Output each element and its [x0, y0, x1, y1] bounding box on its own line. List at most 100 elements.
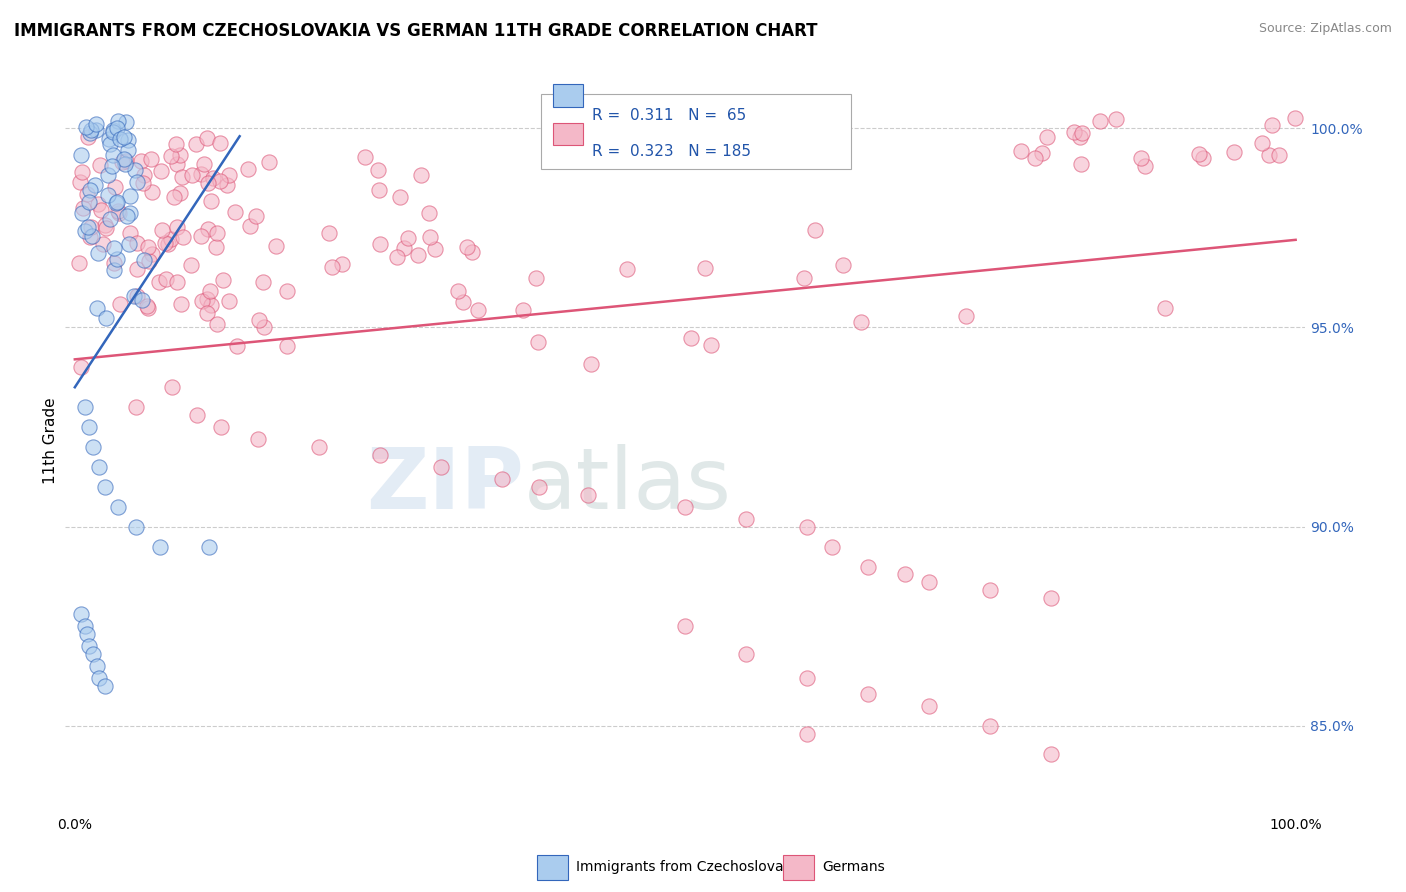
Point — [80, 220, 103, 235]
Point — [127, 288, 149, 302]
Point — [155, 272, 177, 286]
Point — [76, 130, 98, 145]
Point — [94, 480, 117, 494]
Point — [218, 168, 240, 182]
Point — [1135, 159, 1157, 173]
Point — [101, 125, 124, 139]
Point — [1260, 118, 1282, 132]
Point — [94, 219, 117, 233]
Point — [394, 241, 416, 255]
Point — [197, 222, 219, 236]
Point — [368, 448, 391, 462]
Point — [150, 223, 173, 237]
Point — [77, 195, 100, 210]
Point — [264, 239, 287, 253]
Point — [858, 559, 880, 574]
Point — [318, 227, 340, 241]
Point — [735, 512, 758, 526]
Point — [353, 150, 375, 164]
Point — [195, 292, 218, 306]
Point — [115, 114, 138, 128]
Point — [98, 137, 121, 152]
Point — [1031, 146, 1053, 161]
Point — [165, 136, 187, 151]
Point — [276, 285, 298, 299]
Point — [107, 500, 129, 514]
Point — [681, 330, 703, 344]
Point — [1010, 144, 1032, 158]
Point — [138, 240, 160, 254]
Point — [117, 143, 139, 157]
Point — [87, 245, 110, 260]
Point — [193, 156, 215, 170]
Point — [1040, 747, 1063, 761]
Point — [131, 177, 153, 191]
Text: Immigrants from Czechoslovakia: Immigrants from Czechoslovakia — [576, 860, 804, 874]
Point — [796, 671, 818, 685]
Point — [104, 179, 127, 194]
Point — [79, 229, 101, 244]
Point — [86, 301, 108, 315]
Point — [200, 194, 222, 208]
Point — [156, 236, 179, 251]
Point — [419, 229, 441, 244]
Point — [456, 240, 478, 254]
Point — [138, 254, 160, 268]
Point — [979, 719, 1001, 733]
Point — [125, 400, 148, 414]
Point — [87, 197, 110, 211]
Point — [118, 237, 141, 252]
Point — [125, 235, 148, 250]
Point — [163, 190, 186, 204]
Point — [125, 262, 148, 277]
Point — [209, 420, 232, 434]
Point — [430, 459, 453, 474]
Point — [108, 205, 131, 219]
Point — [80, 123, 103, 137]
Point — [1069, 129, 1091, 144]
Point — [117, 209, 139, 223]
Point — [107, 113, 129, 128]
Point — [796, 727, 818, 741]
Point — [205, 317, 228, 331]
Point — [330, 258, 353, 272]
Point — [1088, 114, 1111, 128]
Point — [524, 270, 547, 285]
Point — [239, 219, 262, 233]
Point — [451, 294, 474, 309]
Point — [127, 175, 149, 189]
Point — [103, 241, 125, 255]
Point — [1251, 136, 1274, 150]
Point — [212, 273, 235, 287]
Point — [120, 205, 142, 219]
Point — [918, 575, 941, 590]
Point — [94, 221, 117, 235]
Point — [125, 519, 148, 533]
Point — [527, 480, 550, 494]
Point — [169, 147, 191, 161]
Point — [149, 540, 172, 554]
Text: ZIP: ZIP — [366, 444, 524, 527]
Point — [198, 285, 221, 299]
Point — [79, 420, 101, 434]
Point — [114, 157, 136, 171]
Point — [197, 177, 219, 191]
Point — [245, 210, 267, 224]
Point — [166, 275, 188, 289]
Point — [735, 647, 758, 661]
Text: Source: ZipAtlas.com: Source: ZipAtlas.com — [1258, 22, 1392, 36]
Text: R =  0.311   N =  65: R = 0.311 N = 65 — [592, 109, 747, 123]
Point — [186, 408, 208, 422]
Point — [579, 357, 602, 371]
Point — [796, 519, 818, 533]
Point — [1192, 151, 1215, 165]
Point — [101, 148, 124, 162]
Text: atlas: atlas — [524, 444, 733, 527]
Point — [425, 242, 447, 256]
Point — [979, 583, 1001, 598]
Point — [77, 220, 100, 235]
Point — [1063, 125, 1085, 139]
Point — [190, 229, 212, 244]
Point — [276, 339, 298, 353]
Point — [76, 627, 98, 641]
